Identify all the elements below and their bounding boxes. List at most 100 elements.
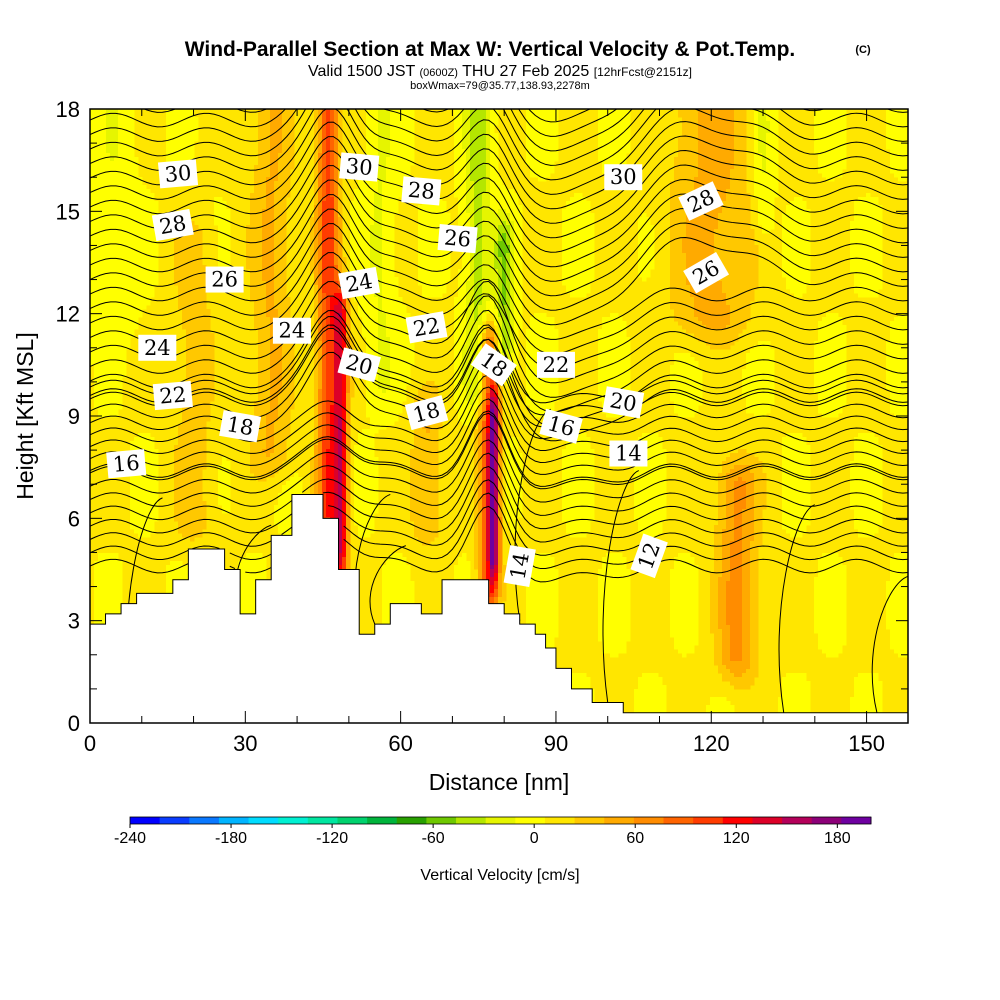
contour-label: 18 bbox=[219, 410, 262, 443]
colorbar-swatch bbox=[604, 817, 635, 824]
contour-label-box bbox=[609, 440, 648, 467]
contour-label-box bbox=[405, 311, 448, 344]
theta-contour-line bbox=[90, 426, 908, 503]
colorbar-tick-label: -240 bbox=[114, 830, 146, 847]
contour-label-box bbox=[503, 545, 536, 588]
contour-label-box bbox=[138, 334, 177, 361]
theta-contour-line bbox=[90, 165, 908, 282]
x-tick-label: 30 bbox=[233, 731, 257, 756]
theta-contour-line bbox=[90, 266, 908, 384]
contour-label-text: 26 bbox=[211, 268, 238, 292]
y-axis-ticks: 0 3 6 9 12 15 18 bbox=[56, 97, 908, 736]
x-tick-label: 150 bbox=[848, 731, 885, 756]
contour-label-box bbox=[437, 224, 478, 254]
colorbar-swatch bbox=[337, 817, 368, 824]
theta-contour-line bbox=[778, 504, 816, 713]
contour-label-box bbox=[338, 266, 381, 300]
contour-label: 24 bbox=[272, 317, 311, 344]
contour-label-text: 24 bbox=[144, 336, 171, 360]
contour-label-text: 22 bbox=[158, 382, 187, 408]
contour-label-box bbox=[151, 208, 194, 242]
theta-contour-line bbox=[90, 295, 908, 413]
theta-contour-line bbox=[602, 470, 639, 703]
contour-label: 30 bbox=[604, 164, 643, 191]
contour-label-text: 14 bbox=[615, 442, 642, 466]
colorbar-swatch bbox=[574, 817, 605, 824]
contour-label: 26 bbox=[205, 266, 244, 293]
x-tick-label: 90 bbox=[544, 731, 568, 756]
colorbar-swatch bbox=[218, 817, 250, 824]
chart-title: Wind-Parallel Section at Max W: Vertical… bbox=[185, 38, 796, 61]
colorbar-swatch bbox=[307, 817, 338, 824]
contour-label-box bbox=[404, 395, 449, 431]
theta-contour-line bbox=[90, 386, 908, 463]
colorbar-swatch bbox=[544, 817, 576, 824]
contour-label-box bbox=[219, 410, 262, 443]
forecast-info: [12hrFcst@2151z] bbox=[594, 65, 692, 79]
colorbar-tick-label: 120 bbox=[723, 830, 750, 847]
x-axis-ticks: 0 30 60 90 120 150 bbox=[84, 109, 885, 756]
contour-label-box bbox=[536, 351, 575, 378]
contour-label-box bbox=[152, 380, 193, 411]
contour-label: 26 bbox=[437, 224, 478, 254]
contour-label-box bbox=[401, 176, 442, 206]
theta-contour-line bbox=[90, 237, 908, 355]
colorbar-swatch bbox=[189, 817, 220, 824]
contour-label: 30 bbox=[157, 159, 199, 189]
colorbar-tick-label: 0 bbox=[530, 830, 539, 847]
y-tick-label: 9 bbox=[68, 404, 80, 429]
colorbar-swatch bbox=[130, 817, 161, 824]
contour-label-text: 30 bbox=[610, 165, 637, 189]
colorbar-swatch bbox=[722, 817, 753, 824]
contour-label-text: 20 bbox=[608, 388, 638, 416]
valid-time: Valid 1500 JST (0600Z) THU 27 Feb 2025 [… bbox=[308, 63, 692, 80]
contour-label-box bbox=[539, 408, 583, 444]
theta-contour-line bbox=[90, 439, 908, 516]
contour-label: 20 bbox=[602, 386, 645, 419]
theta-contour-line bbox=[90, 310, 908, 427]
contour-label-box bbox=[604, 164, 643, 191]
contour-label-box bbox=[205, 266, 244, 293]
x-tick-label: 0 bbox=[84, 731, 96, 756]
x-tick-label: 120 bbox=[693, 731, 730, 756]
contour-label-box bbox=[630, 533, 668, 579]
colorbar-swatch bbox=[693, 817, 724, 824]
colorbar-tick-label: -120 bbox=[316, 830, 348, 847]
contour-label: 14 bbox=[503, 545, 536, 588]
colorbar-swatch bbox=[426, 817, 457, 824]
contour-label: 16 bbox=[539, 408, 583, 444]
contour-label: 28 bbox=[151, 208, 194, 242]
colorbar-swatch bbox=[841, 817, 872, 824]
copyright-mark: (C) bbox=[855, 44, 871, 56]
theta-contour-line bbox=[90, 223, 908, 340]
contour-label: 20 bbox=[337, 347, 381, 383]
colorbar-swatch bbox=[515, 817, 546, 824]
theta-contour-layer bbox=[90, 100, 908, 713]
box-max-info: boxWmax=79@35.77,138.93,2278m bbox=[410, 80, 590, 92]
theta-contour-line bbox=[90, 109, 908, 224]
theta-contour-line bbox=[90, 179, 908, 297]
theta-contour-line bbox=[90, 150, 908, 268]
colorbar-swatch bbox=[456, 817, 487, 824]
y-tick-label: 3 bbox=[68, 609, 80, 634]
contour-label-text: 30 bbox=[345, 154, 374, 180]
contour-label-box bbox=[470, 343, 517, 387]
colorbar-swatch bbox=[752, 817, 783, 824]
y-axis-label: Height [Kft MSL] bbox=[12, 332, 38, 499]
theta-contour-line bbox=[90, 492, 908, 570]
theta-contour-line bbox=[90, 465, 908, 543]
theta-contour-line bbox=[90, 109, 908, 181]
theta-contour-line bbox=[90, 412, 908, 490]
contour-label-text: 30 bbox=[164, 161, 193, 187]
theta-contour-line bbox=[90, 109, 908, 166]
contour-label-text: 28 bbox=[158, 211, 188, 239]
theta-contour-line bbox=[535, 100, 576, 107]
theta-contour-line bbox=[90, 328, 908, 416]
contour-label-text: 16 bbox=[112, 451, 141, 477]
contour-label: 22 bbox=[536, 351, 575, 378]
y-tick-label: 15 bbox=[56, 199, 80, 224]
contour-label-box bbox=[678, 181, 724, 221]
contour-label: 16 bbox=[106, 449, 147, 479]
contour-label-box bbox=[272, 317, 311, 344]
colorbar-swatch bbox=[278, 817, 309, 824]
